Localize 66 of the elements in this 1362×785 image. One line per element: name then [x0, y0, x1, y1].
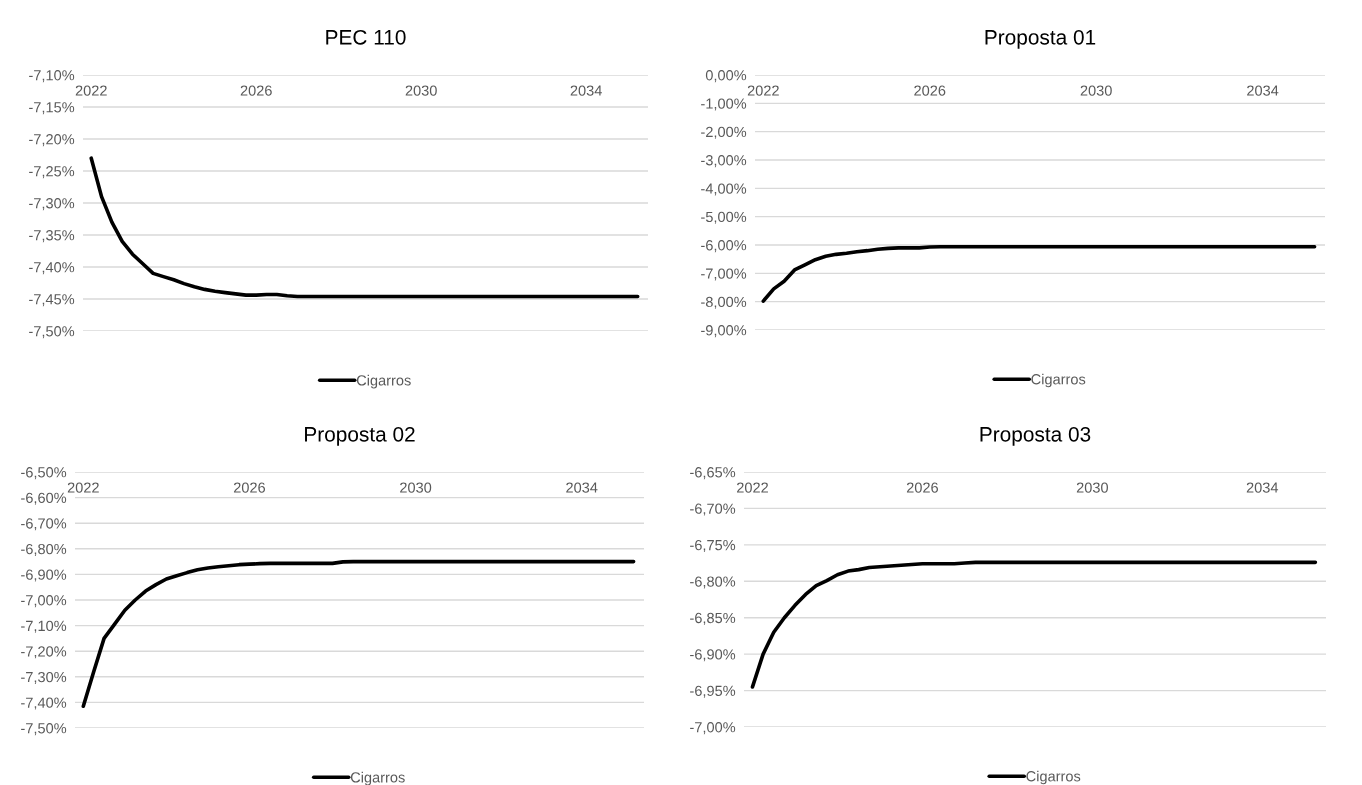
- line-series: [81, 559, 636, 709]
- y-tick-label: -7,25%: [29, 166, 75, 179]
- y-tick-label: -7,45%: [29, 294, 75, 307]
- y-tick-label: -6,90%: [690, 649, 736, 662]
- legend-label: Cigarros: [1031, 373, 1086, 388]
- y-tick-label: -7,00%: [21, 595, 67, 608]
- y-tick-label: -6,80%: [21, 543, 67, 556]
- y-tick-label: -7,00%: [690, 722, 736, 735]
- y-tick-label: -5,00%: [701, 211, 747, 224]
- y-tick-label: -7,20%: [29, 134, 75, 147]
- y-tick-label: -7,30%: [29, 198, 75, 211]
- y-tick-label: 0,00%: [705, 70, 747, 83]
- y-tick-label: -7,30%: [21, 671, 67, 684]
- y-tick-label: -6,75%: [690, 539, 736, 553]
- y-tick-label: -6,50%: [21, 467, 67, 480]
- y-tick-label: -6,90%: [21, 569, 67, 582]
- chart-title: Proposta 02: [305, 426, 415, 446]
- line-series: [750, 560, 1318, 689]
- y-tick-label: -6,70%: [21, 518, 67, 531]
- y-tick-label: -3,00%: [701, 155, 747, 168]
- y-tick-label: -7,10%: [29, 70, 75, 83]
- x-tick-label: 2022: [737, 482, 768, 493]
- y-tick-label: -7,40%: [21, 697, 67, 710]
- y-tick-label: -6,60%: [21, 492, 67, 505]
- x-tick-label: 2034: [1247, 85, 1279, 96]
- x-tick-label: 2022: [747, 85, 779, 96]
- x-tick-label: 2030: [400, 482, 432, 493]
- x-tick-label: 2030: [1080, 85, 1112, 96]
- y-tick-label: -2,00%: [701, 126, 747, 139]
- x-tick-label: 2026: [240, 85, 272, 96]
- y-tick-label: -7,50%: [29, 326, 75, 339]
- x-tick-label: 2034: [1246, 482, 1279, 493]
- chart-title: PEC 110: [326, 29, 406, 45]
- y-tick-label: -6,65%: [690, 467, 736, 480]
- line-series: [761, 244, 1317, 303]
- chart-title: Proposta 03: [980, 426, 1091, 446]
- x-tick-label: 2026: [906, 482, 939, 493]
- y-tick-label: -6,00%: [701, 240, 747, 253]
- y-tick-label: -1,00%: [701, 98, 747, 111]
- y-tick-label: -7,20%: [21, 646, 67, 659]
- y-tick-label: -6,80%: [690, 576, 736, 589]
- x-tick-label: 2030: [1076, 482, 1108, 493]
- y-tick-label: -7,35%: [29, 230, 75, 243]
- x-tick-label: 2034: [570, 85, 602, 96]
- chart-title: Proposta 01: [985, 29, 1096, 49]
- y-tick-label: -6,70%: [690, 503, 736, 516]
- x-tick-label: 2022: [75, 85, 107, 96]
- y-tick-label: -4,00%: [701, 183, 747, 196]
- y-tick-label: -7,50%: [21, 723, 67, 736]
- y-tick-label: -6,85%: [690, 612, 736, 625]
- y-tick-label: -7,00%: [701, 268, 747, 281]
- x-tick-label: 2030: [405, 85, 437, 96]
- legend-label: Cigarros: [1026, 770, 1081, 785]
- x-tick-label: 2022: [67, 482, 99, 493]
- y-tick-label: -7,10%: [21, 620, 67, 633]
- x-tick-label: 2034: [566, 482, 598, 493]
- y-tick-label: -6,95%: [690, 685, 736, 698]
- y-tick-label: -9,00%: [701, 325, 747, 338]
- y-tick-label: -7,15%: [29, 102, 75, 115]
- x-tick-label: 2026: [914, 85, 946, 96]
- y-tick-label: -8,00%: [701, 296, 747, 309]
- line-series: [89, 156, 640, 299]
- legend-label: Cigarros: [356, 374, 411, 389]
- legend-label: Cigarros: [350, 771, 405, 785]
- y-tick-label: -7,40%: [29, 262, 75, 275]
- x-tick-label: 2026: [233, 482, 266, 493]
